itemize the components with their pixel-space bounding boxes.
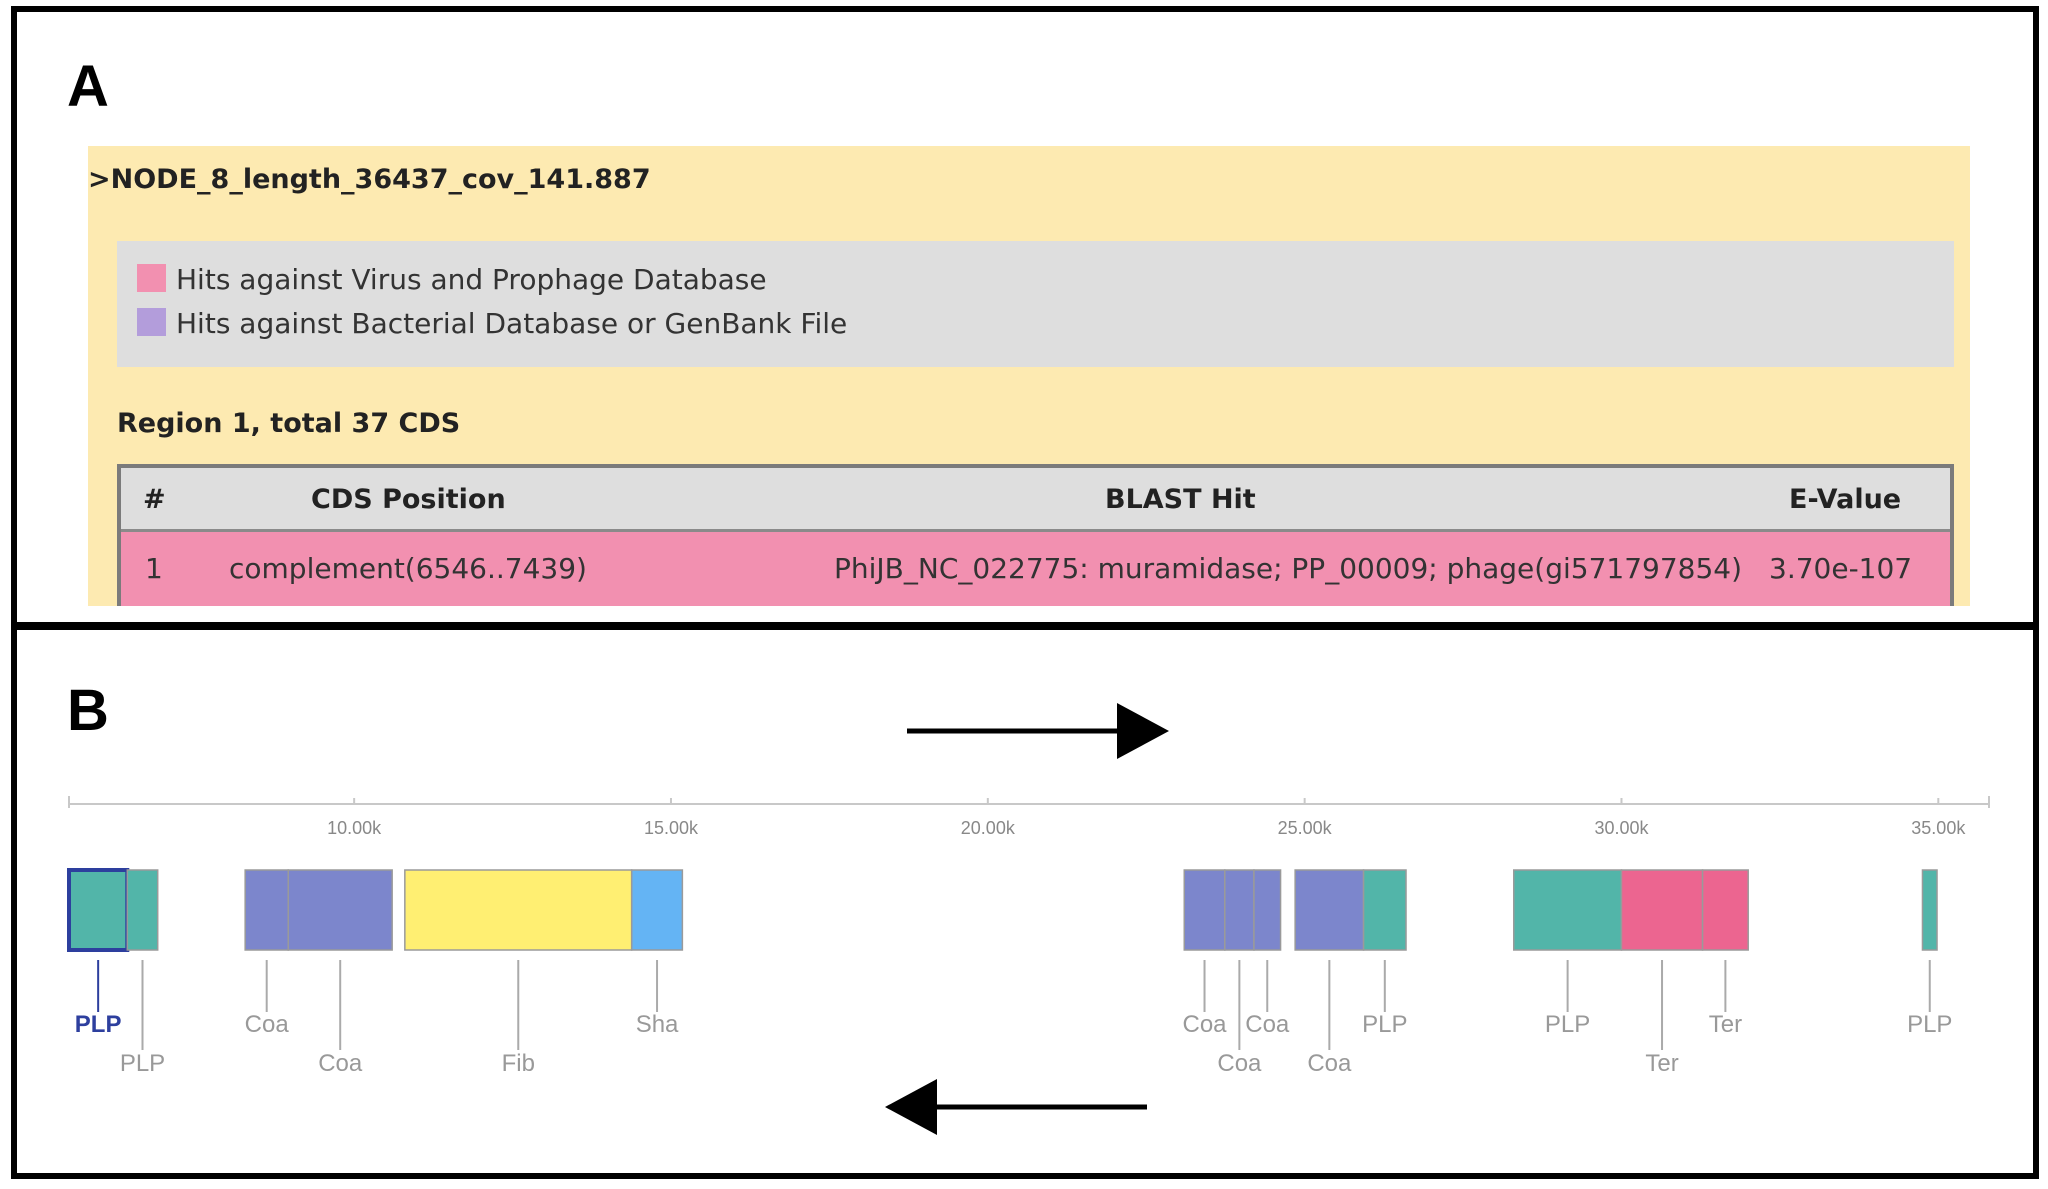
gene-label: Coa: [1217, 1050, 1262, 1077]
gene-coa[interactable]: Coa: [244, 869, 290, 1038]
gene-coa[interactable]: Coa: [1294, 869, 1365, 1077]
column-header-cds-position[interactable]: CDS Position: [311, 484, 506, 515]
panel-a-letter: A: [67, 54, 109, 119]
gene-label: Coa: [1307, 1050, 1352, 1077]
gene-label: Ter: [1709, 1011, 1742, 1038]
gene-plp[interactable]: PLP: [120, 869, 165, 1077]
axis-tick-label: 15.00k: [644, 818, 699, 838]
cds-table: # CDS Position BLAST Hit E-Value 1 compl…: [117, 464, 1954, 606]
gene-coa[interactable]: Coa: [1217, 869, 1262, 1077]
column-header-blast-hit[interactable]: BLAST Hit: [1105, 484, 1256, 515]
axis-tick-label: 30.00k: [1594, 818, 1649, 838]
legend-swatch-virus: [137, 264, 166, 292]
gene-plp[interactable]: PLP: [1513, 869, 1623, 1038]
gene-label: Coa: [245, 1011, 290, 1038]
axis-tick-label: 25.00k: [1278, 818, 1333, 838]
panel-b-letter: B: [67, 678, 109, 743]
gene-label: PLP: [1907, 1011, 1952, 1038]
gene-plp[interactable]: PLP: [67, 868, 130, 1038]
legend: Hits against Virus and Prophage Database…: [117, 241, 1954, 367]
gene-plp[interactable]: PLP: [1907, 869, 1952, 1038]
gene-block[interactable]: [126, 869, 159, 951]
gene-block[interactable]: [1294, 869, 1365, 951]
gene-block[interactable]: [1620, 869, 1704, 951]
axis-tick-label: 20.00k: [961, 818, 1016, 838]
gene-block[interactable]: [287, 869, 393, 951]
legend-item-virus: Hits against Virus and Prophage Database: [137, 263, 767, 296]
gene-sha[interactable]: Sha: [630, 869, 684, 1038]
gene-block[interactable]: [244, 869, 289, 951]
cell-cds-position: complement(6546..7439): [229, 552, 587, 585]
gene-label: Coa: [318, 1050, 363, 1077]
legend-swatch-bacterial: [137, 308, 166, 336]
column-header-number[interactable]: #: [143, 484, 166, 515]
forward-strand-arrow-icon: [907, 703, 1169, 759]
node-title: >NODE_8_length_36437_cov_141.887: [88, 164, 651, 195]
gene-label: Coa: [1183, 1011, 1228, 1038]
gene-block[interactable]: [67, 868, 130, 952]
legend-label-virus: Hits against Virus and Prophage Database: [176, 263, 767, 296]
gene-label: PLP: [120, 1050, 165, 1077]
gene-ter[interactable]: Ter: [1620, 869, 1704, 1077]
axis-tick-label: 10.00k: [327, 818, 382, 838]
genome-axis: 10.00k 15.00k 20.00k 25.00k 30.00k 35.00k: [68, 796, 1990, 838]
table-row[interactable]: 1 complement(6546..7439) PhiJB_NC_022775…: [121, 532, 1950, 606]
gene-block[interactable]: [404, 869, 633, 951]
region-title: Region 1, total 37 CDS: [117, 408, 461, 439]
gene-block[interactable]: [1701, 869, 1749, 951]
node-result-card: >NODE_8_length_36437_cov_141.887 Hits ag…: [88, 146, 1970, 606]
cell-number: 1: [145, 552, 163, 585]
gene-label: Fib: [502, 1050, 535, 1077]
gene-coa[interactable]: Coa: [287, 869, 393, 1077]
gene-fib[interactable]: Fib: [404, 869, 633, 1077]
gene-coa[interactable]: Coa: [1183, 869, 1228, 1038]
legend-item-bacterial: Hits against Bacterial Database or GenBa…: [137, 307, 847, 340]
axis-tick-label: 35.00k: [1911, 818, 1966, 838]
gene-plp[interactable]: PLP: [1362, 869, 1407, 1038]
gene-block[interactable]: [1921, 869, 1938, 951]
gene-label: PLP: [1362, 1011, 1407, 1038]
panel-b: B 10.00k 15.00k 20.00k 25.00k 30.00k 35.00k P…: [11, 624, 2039, 1179]
gene-block[interactable]: [1513, 869, 1623, 951]
genome-map: 10.00k 15.00k 20.00k 25.00k 30.00k 35.00k PLP…: [67, 796, 1990, 1077]
legend-label-bacterial: Hits against Bacterial Database or GenBa…: [176, 307, 848, 340]
gene-label: PLP: [1545, 1011, 1590, 1038]
panel-a: A >NODE_8_length_36437_cov_141.887 Hits …: [11, 6, 2039, 628]
column-header-e-value[interactable]: E-Value: [1789, 484, 1902, 515]
reverse-strand-arrow-icon: [885, 1079, 1147, 1135]
gene-block[interactable]: [1183, 869, 1226, 951]
gene-coa[interactable]: Coa: [1245, 869, 1290, 1038]
cell-blast-hit: PhiJB_NC_022775: muramidase; PP_00009; p…: [834, 552, 1743, 585]
genes: PLP PLP Coa Coa Fib Sha Coa Coa Coa Coa PLP PLP Ter T…: [67, 868, 1952, 1077]
gene-block[interactable]: [630, 869, 684, 951]
gene-label: Ter: [1645, 1050, 1678, 1077]
gene-block[interactable]: [1253, 869, 1282, 951]
gene-label: Coa: [1245, 1011, 1290, 1038]
gene-ter[interactable]: Ter: [1701, 869, 1749, 1038]
table-header: # CDS Position BLAST Hit E-Value: [121, 468, 1950, 532]
gene-block[interactable]: [1224, 869, 1255, 951]
gene-label: PLP: [75, 1011, 122, 1038]
gene-label: Sha: [636, 1011, 679, 1038]
cell-e-value: 3.70e-107: [1769, 552, 1913, 585]
gene-block[interactable]: [1362, 869, 1407, 951]
